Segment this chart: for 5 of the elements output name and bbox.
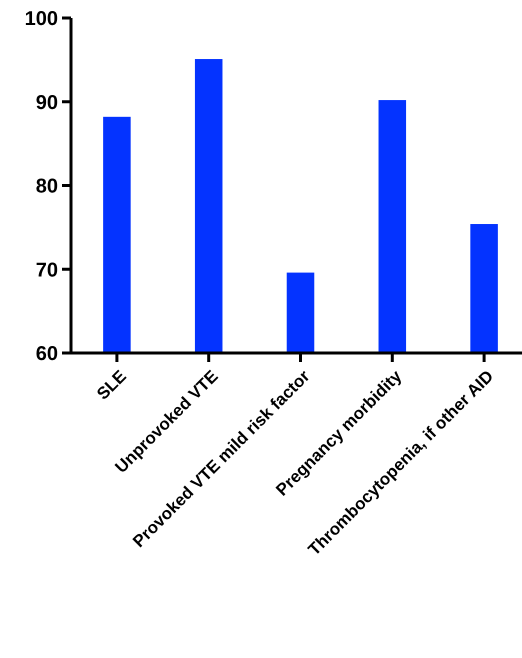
y-tick-label: 80 [36, 176, 58, 198]
y-tick-label: 100 [24, 8, 58, 30]
y-tick-label: 70 [36, 259, 58, 282]
y-tick-label: 90 [36, 92, 58, 114]
y-tick-label: 60 [36, 343, 58, 365]
